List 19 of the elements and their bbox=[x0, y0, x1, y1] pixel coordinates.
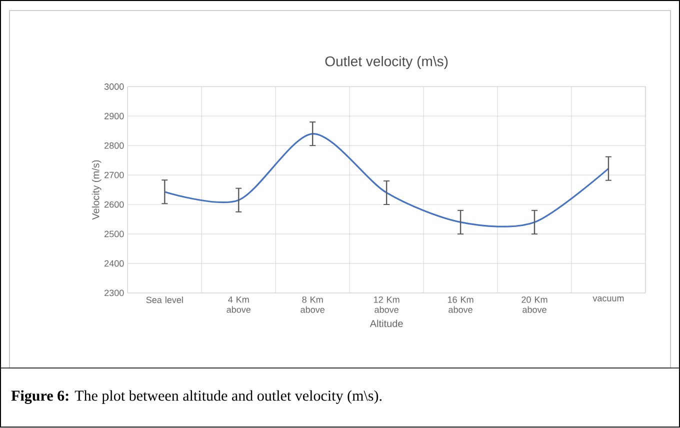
x-tick-label: Sea level bbox=[146, 296, 183, 304]
y-tick-label: 2300 bbox=[104, 290, 124, 296]
x-tick-label: 8 Km above bbox=[300, 296, 324, 314]
x-tick-label: vacuum bbox=[592, 296, 624, 302]
x-tick-label: 12 Km above bbox=[374, 296, 400, 314]
y-tick-label: 2600 bbox=[104, 202, 124, 208]
text: Figure 6: The plot between altitude and outlet velocity (m\s). bbox=[11, 390, 382, 404]
y-tick-label: 2400 bbox=[104, 260, 124, 267]
x-tick-label: 4 Km above bbox=[226, 296, 251, 313]
y-tick-label: 2800 bbox=[104, 142, 124, 149]
x-tick-label: 16 Km above bbox=[448, 296, 474, 314]
y-tick-label: 3000 bbox=[104, 84, 124, 90]
y-tick-label: 2900 bbox=[104, 113, 124, 120]
y-tick-label: 2500 bbox=[104, 230, 124, 238]
x-tick-label: 20 Km above bbox=[522, 296, 548, 314]
chart-title: Outlet velocity (m\s) bbox=[325, 56, 448, 70]
x-axis-title: Altitude bbox=[370, 320, 403, 328]
y-tick-label: 2700 bbox=[104, 172, 124, 178]
y-axis-title: Velocity (m/s) bbox=[92, 160, 102, 220]
